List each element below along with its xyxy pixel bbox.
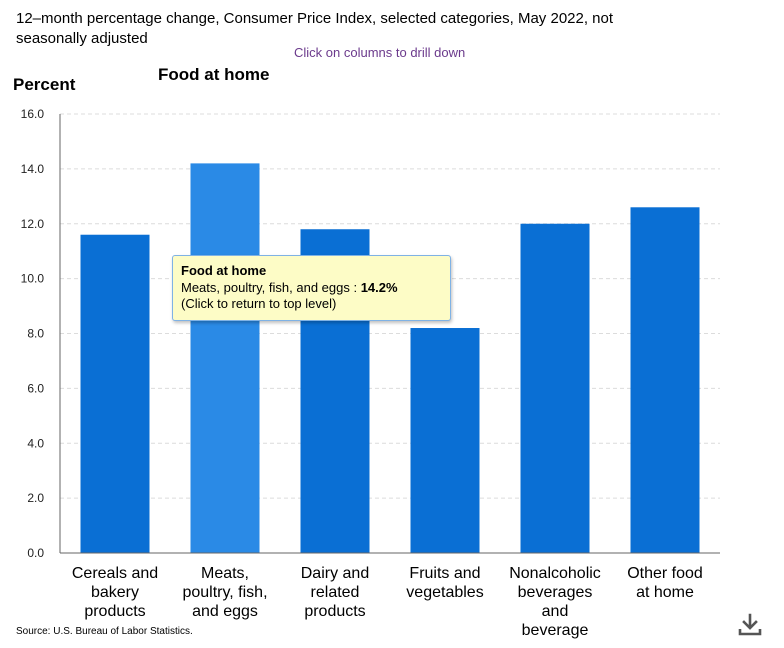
x-tick-label: Meats, bbox=[201, 565, 249, 582]
chart-title: 12–month percentage change, Consumer Pri… bbox=[16, 10, 614, 47]
tooltip: Food at home Meats, poultry, fish, and e… bbox=[172, 255, 451, 321]
x-tick-label: beverages bbox=[518, 584, 593, 601]
x-tick-label: related bbox=[311, 584, 360, 601]
chart-subtitle: Food at home bbox=[158, 65, 270, 84]
tooltip-line: Meats, poultry, fish, and eggs : 14.2% bbox=[181, 280, 442, 297]
tooltip-value: 14.2% bbox=[360, 279, 398, 295]
x-tick-label: Dairy and bbox=[301, 565, 369, 582]
y-tick-label: 16.0 bbox=[21, 107, 45, 121]
source-note: Source: U.S. Bureau of Labor Statistics. bbox=[16, 626, 193, 637]
drill-down-hint: Click on columns to drill down bbox=[294, 45, 466, 60]
bar[interactable] bbox=[190, 163, 260, 553]
x-tick-label: at home bbox=[636, 584, 694, 601]
bar[interactable] bbox=[410, 328, 480, 553]
tooltip-hint: (Click to return to top level) bbox=[181, 296, 337, 311]
bar[interactable] bbox=[630, 207, 700, 553]
x-tick-label: Cereals and bbox=[72, 565, 158, 582]
download-glyph bbox=[738, 613, 762, 636]
download-icon[interactable] bbox=[737, 612, 763, 638]
x-tick-label: Other food bbox=[627, 565, 703, 582]
tooltip-title: Food at home bbox=[181, 263, 267, 278]
y-tick-label: 6.0 bbox=[27, 381, 44, 395]
y-tick-label: 12.0 bbox=[21, 217, 45, 231]
x-tick-label: beverage bbox=[522, 622, 589, 639]
x-tick-label: and eggs bbox=[192, 603, 258, 620]
y-axis-label: Percent bbox=[13, 75, 76, 94]
x-tick-label: bakery bbox=[91, 584, 139, 601]
x-tick-label: products bbox=[304, 603, 365, 620]
x-tick-label: and bbox=[542, 603, 569, 620]
y-tick-label: 0.0 bbox=[27, 546, 44, 560]
y-tick-label: 10.0 bbox=[21, 272, 45, 286]
bar[interactable] bbox=[80, 234, 150, 553]
x-tick-label: vegetables bbox=[406, 584, 483, 601]
x-tick-label: Nonalcoholic bbox=[509, 565, 601, 582]
x-tick-label: poultry, fish, bbox=[182, 584, 267, 601]
y-tick-label: 8.0 bbox=[27, 327, 44, 341]
y-tick-label: 14.0 bbox=[21, 162, 45, 176]
x-tick-label: products bbox=[84, 603, 145, 620]
bar[interactable] bbox=[520, 223, 590, 553]
tooltip-label: Meats, poultry, fish, and eggs : bbox=[181, 279, 361, 295]
x-tick-label: Fruits and bbox=[409, 565, 480, 582]
y-tick-label: 4.0 bbox=[27, 436, 44, 450]
y-tick-label: 2.0 bbox=[27, 491, 44, 505]
